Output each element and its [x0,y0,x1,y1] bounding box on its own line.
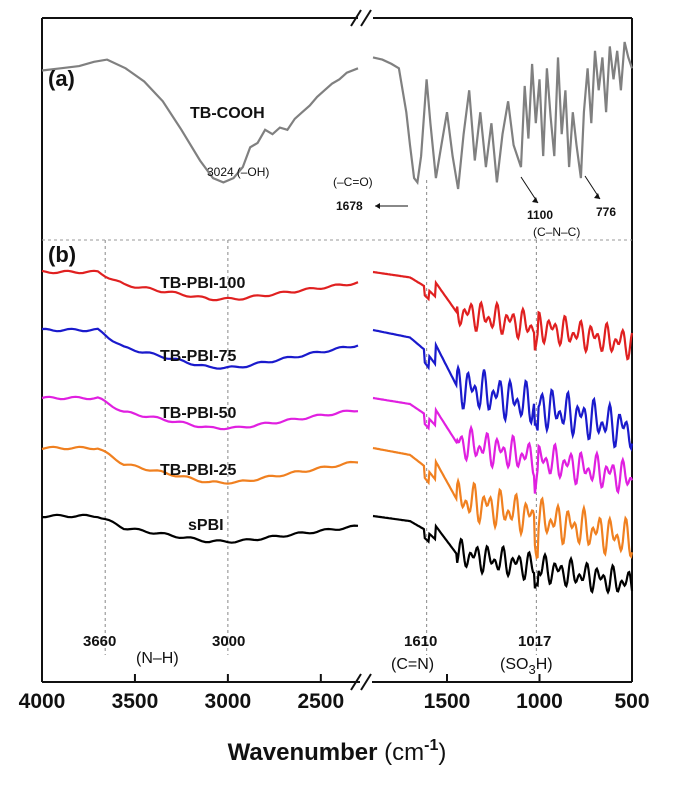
series-spbi-right [372,514,634,595]
annot-c-n: (C=N) [391,656,434,673]
x-tick-label: 2500 [297,690,344,713]
series-tb-pbi-50-left [41,395,359,431]
reference-lines [104,180,537,655]
x-tick-label: 3500 [112,690,159,713]
x-tick-label: 500 [614,690,649,713]
annot-3000: 3000 [212,633,245,650]
labels-layer: Wavenumber (cm-1) (a) (b) TB-COOH 3024 (–OH) (… [48,66,616,766]
annot-n-h: (N–H) [136,650,179,667]
series-label-tb-pbi-75: TB-PBI-75 [160,348,237,365]
annot-3024: 3024 (–OH) [207,165,269,179]
break-mark-top-1 [350,9,362,27]
annot-1100: 1100 [527,208,553,222]
annot-so3h: (SO3H) [500,656,553,677]
panel-label-a: (a) [48,66,75,91]
x-tick-label: 1500 [424,690,471,713]
tick-layer: 4000 3500 3000 2500 1500 1000 500 [19,674,650,713]
annot-arrowhead-1678 [375,203,380,209]
series-label-tb-pbi-100: TB-PBI-100 [160,275,245,292]
annot-776: 776 [596,205,616,219]
series-label-tb-cooh: TB-COOH [190,105,265,122]
annot-c-o: (–C=O) [333,175,373,189]
x-tick-label: 3000 [205,690,252,713]
series-tb-cooh-left [41,58,359,184]
annot-3660: 3660 [83,633,116,650]
x-tick-label: 4000 [19,690,66,713]
annot-arrowhead-776 [594,193,600,199]
series-tb-pbi-75-left [41,327,359,370]
annot-1678: 1678 [336,199,363,213]
series-tb-cooh-right [372,41,634,190]
series-tb-pbi-100-left [41,269,359,302]
series-label-tb-pbi-50: TB-PBI-50 [160,405,237,422]
series-layer [41,41,634,595]
series-tb-pbi-50-right [372,396,634,495]
break-mark-top-2 [360,9,372,27]
annot-1610: 1610 [404,633,437,650]
series-tb-pbi-25-right [372,446,634,560]
x-tick-label: 1000 [516,690,563,713]
x-axis-label: Wavenumber (cm-1) [228,737,447,766]
plot-frame [41,9,633,691]
series-tb-pbi-75-right [372,328,634,452]
annot-arrowhead-1100 [532,197,538,203]
break-mark-bottom-1 [350,673,362,691]
series-tb-pbi-100-right [372,270,634,361]
series-label-tb-pbi-25: TB-PBI-25 [160,462,237,479]
break-mark-bottom-2 [360,673,372,691]
series-spbi-left [42,513,359,544]
series-label-spbi: sPBI [188,517,224,534]
annot-c-n-c: (C–N–C) [533,225,580,239]
series-tb-pbi-25-left [41,445,359,485]
annot-1017: 1017 [518,633,551,650]
panel-label-b: (b) [48,242,76,267]
